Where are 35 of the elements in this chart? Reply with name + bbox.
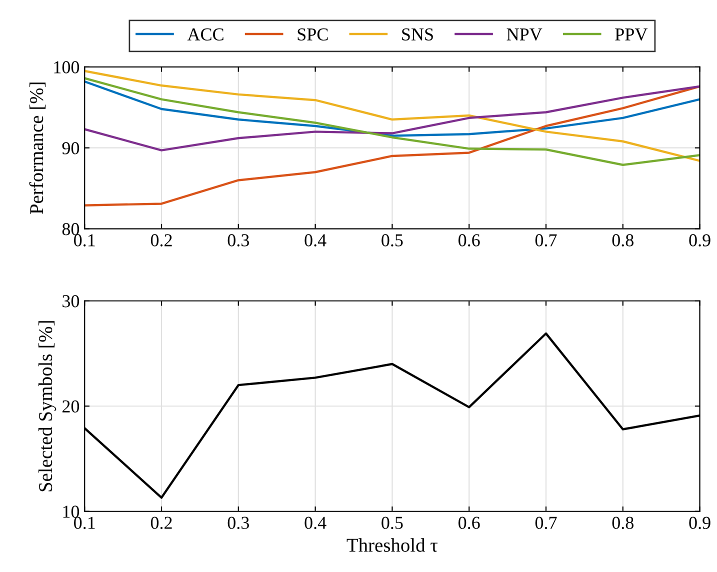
x-tick-label: 0.5 [382, 516, 403, 530]
x-tick-label: 0.8 [612, 516, 634, 530]
line-series [84, 80, 700, 137]
legend-label: SNS [402, 28, 433, 41]
y-tick-label: 90 [62, 142, 80, 154]
x-tick-label: 0.8 [612, 234, 634, 246]
y-tick-label: 30 [62, 295, 80, 308]
y-tick-label: 100 [54, 61, 80, 74]
legend-label: PPV [615, 28, 648, 41]
x-tick-label: 0.7 [535, 516, 557, 530]
x-tick-label: 0.5 [382, 234, 403, 246]
legend-label: NPV [506, 28, 542, 41]
x-tick-label: 0.9 [689, 234, 710, 246]
x-axis-title: Threshold τ [346, 538, 438, 552]
y-tick-label: 80 [62, 223, 80, 236]
line-series [84, 85, 700, 206]
x-tick-label: 0.4 [304, 234, 326, 246]
legend-label: SPC [298, 28, 328, 41]
x-tick-label: 0.1 [74, 234, 95, 246]
x-tick-label: 0.7 [535, 234, 557, 246]
y-axis-title: Performance [%] [29, 82, 46, 214]
x-tick-label: 0.2 [150, 234, 172, 246]
x-tick-label: 0.6 [458, 234, 480, 246]
x-tick-label: 0.3 [228, 234, 249, 246]
legend-label: ACC [187, 28, 224, 41]
x-tick-label: 0.6 [458, 516, 480, 530]
x-tick-label: 0.3 [228, 516, 249, 530]
x-tick-label: 0.2 [150, 516, 172, 530]
x-tick-label: 0.1 [74, 516, 95, 530]
x-tick-label: 0.9 [689, 516, 710, 530]
y-tick-label: 20 [62, 400, 80, 413]
y-tick-label: 10 [63, 506, 80, 518]
x-tick-label: 0.4 [304, 516, 326, 530]
y-axis-title: Selected Symbols [%] [38, 321, 56, 492]
line-series [84, 85, 700, 152]
